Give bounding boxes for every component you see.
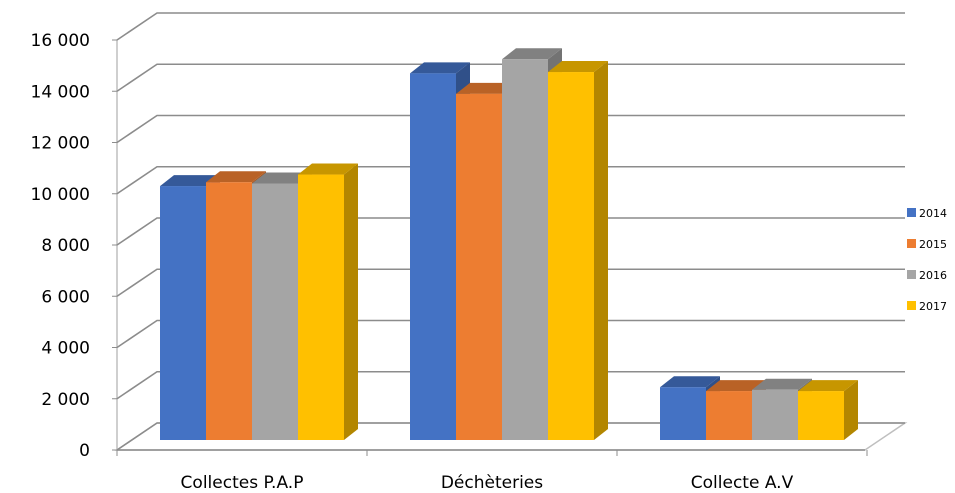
legend-label: 2017 — [919, 300, 947, 313]
y-tick-label: 14 000 — [31, 82, 90, 102]
bar-2017 — [798, 391, 844, 440]
bar-top-2015 — [706, 380, 766, 392]
legend-label: 2014 — [919, 207, 947, 220]
bar-2017 — [298, 174, 344, 440]
legend-swatch-2015 — [907, 239, 916, 248]
bar-top-2017 — [298, 163, 358, 175]
x-tick-label: Déchèteries — [441, 473, 543, 493]
bar-top-2014 — [410, 62, 470, 74]
x-tick-label: Collecte A.V — [691, 473, 794, 493]
bar-2014 — [660, 387, 706, 440]
gridlines — [116, 12, 905, 451]
y-tick-label: 0 — [79, 441, 90, 461]
bar-2015 — [206, 182, 252, 440]
legend-swatch-2017 — [907, 301, 916, 310]
bar-top-2016 — [752, 378, 812, 390]
bar-top-2017 — [548, 61, 608, 73]
bar-top-2015 — [206, 171, 266, 183]
gridline — [116, 165, 905, 195]
gridline — [116, 114, 905, 144]
gridline — [116, 217, 905, 246]
y-tick-label: 2 000 — [41, 390, 90, 410]
gridline — [116, 370, 905, 400]
y-tick-label: 4 000 — [41, 339, 90, 359]
bar-2014 — [160, 186, 206, 440]
axes: 0 2 000 4 000 6 000 8 000 10 000 12 000 14 000 1… — [31, 31, 868, 493]
y-tick-label: 16 000 — [31, 31, 90, 51]
bar-2016 — [502, 59, 548, 440]
legend: 2014 2015 2016 2017 — [907, 207, 947, 313]
bar-2014 — [410, 73, 456, 440]
bar-2016 — [752, 389, 798, 440]
gridline — [116, 422, 905, 451]
bars — [160, 48, 858, 440]
gridline — [116, 12, 905, 41]
legend-label: 2016 — [919, 269, 947, 282]
legend-swatch-2016 — [907, 270, 916, 279]
y-tick-label: 6 000 — [41, 287, 90, 307]
bar-top-2017 — [798, 380, 858, 392]
bar-top-2016 — [502, 48, 562, 60]
y-tick-label: 8 000 — [41, 236, 90, 256]
bar-top-2014 — [160, 175, 220, 187]
legend-label: 2015 — [919, 238, 947, 251]
bar-2015 — [456, 93, 502, 440]
bar-2015 — [706, 391, 752, 440]
y-tick-label: 12 000 — [31, 134, 90, 154]
gridline — [116, 63, 905, 92]
y-tick-label: 10 000 — [31, 185, 90, 205]
bar-side-2017 — [594, 61, 608, 440]
bar-2016 — [252, 183, 298, 440]
bar-top-2016 — [252, 172, 312, 184]
gridline — [116, 319, 905, 349]
bar-top-2014 — [660, 376, 720, 388]
x-tick-label: Collectes P.A.P — [181, 473, 304, 493]
legend-swatch-2014 — [907, 208, 916, 217]
bar-top-2015 — [456, 82, 516, 94]
bar-side-2017 — [844, 380, 858, 440]
bar-2017 — [548, 72, 594, 440]
gridline — [116, 268, 905, 297]
bar-side-2017 — [344, 163, 358, 440]
